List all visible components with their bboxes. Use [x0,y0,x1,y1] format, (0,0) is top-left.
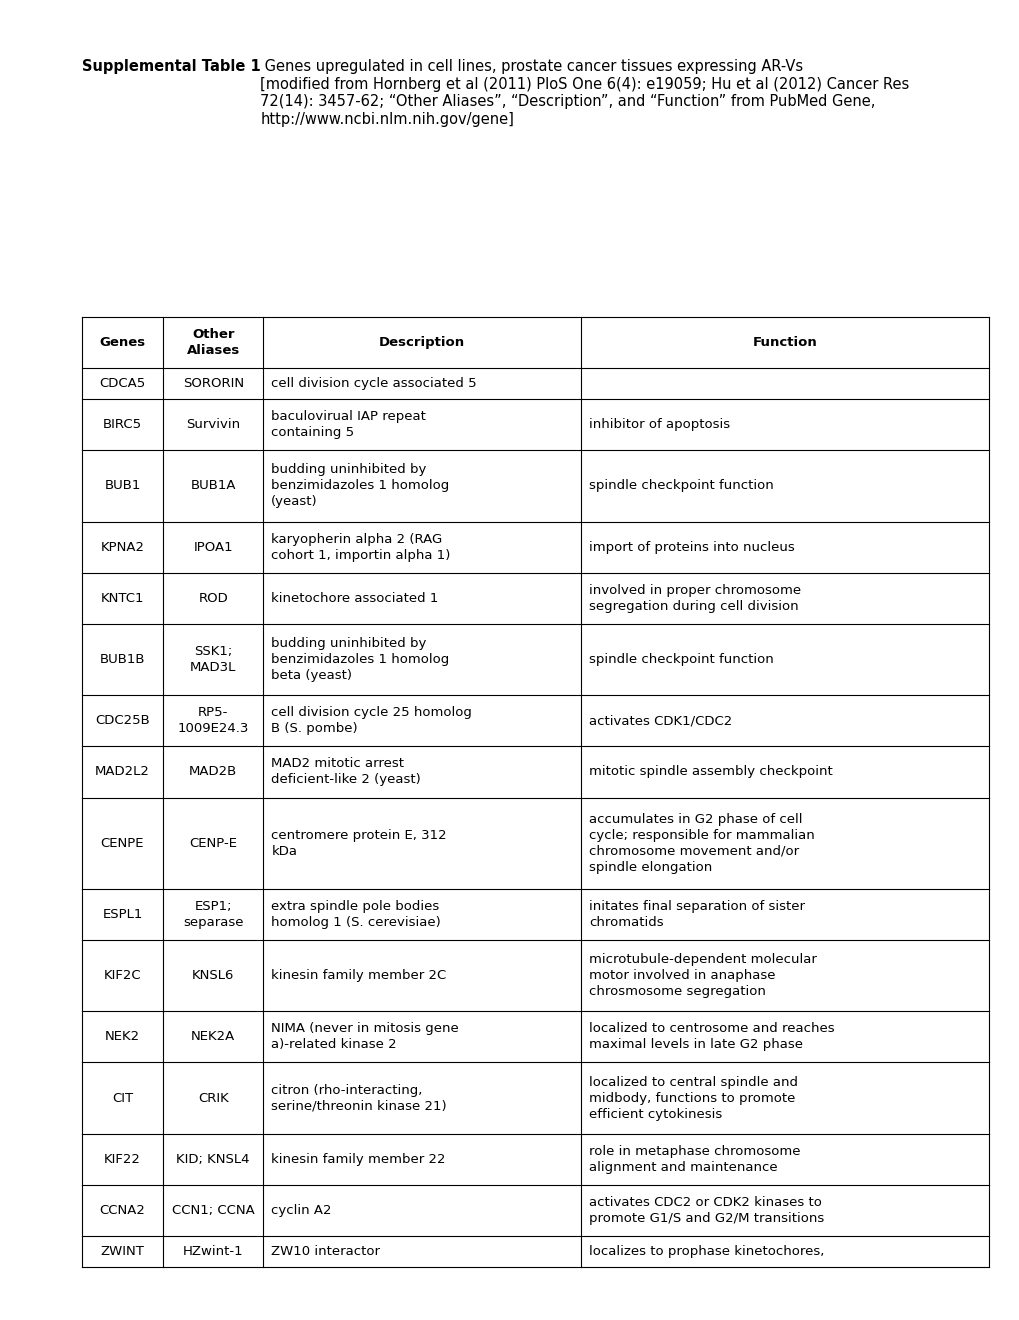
Text: Other
Aliases: Other Aliases [186,327,239,356]
Text: role in metaphase chromosome
alignment and maintenance: role in metaphase chromosome alignment a… [589,1144,800,1173]
Text: CENP-E: CENP-E [190,837,237,850]
Text: centromere protein E, 312
kDa: centromere protein E, 312 kDa [271,829,446,858]
Text: kinesin family member 2C: kinesin family member 2C [271,969,446,982]
Text: baculovirual IAP repeat
containing 5: baculovirual IAP repeat containing 5 [271,411,426,440]
Text: CENPE: CENPE [101,837,144,850]
Text: citron (rho-interacting,
serine/threonin kinase 21): citron (rho-interacting, serine/threonin… [271,1084,446,1113]
Text: activates CDC2 or CDK2 kinases to
promote G1/S and G2/M transitions: activates CDC2 or CDK2 kinases to promot… [589,1196,823,1225]
Text: Survivin: Survivin [186,418,240,432]
Text: KPNA2: KPNA2 [100,541,145,553]
Text: CCN1; CCNA: CCN1; CCNA [171,1204,255,1217]
Text: localized to central spindle and
midbody, functions to promote
efficient cytokin: localized to central spindle and midbody… [589,1076,797,1121]
Text: ZW10 interactor: ZW10 interactor [271,1245,380,1258]
Text: BUB1: BUB1 [104,479,141,492]
Text: SORORIN: SORORIN [182,378,244,389]
Text: BIRC5: BIRC5 [103,418,142,432]
Text: activates CDK1/CDC2: activates CDK1/CDC2 [589,714,732,727]
Text: ESPL1: ESPL1 [102,908,143,921]
Text: cyclin A2: cyclin A2 [271,1204,331,1217]
Text: microtubule-dependent molecular
motor involved in anaphase
chrosmosome segregati: microtubule-dependent molecular motor in… [589,953,816,998]
Text: ZWINT: ZWINT [101,1245,145,1258]
Text: cell division cycle associated 5: cell division cycle associated 5 [271,378,477,389]
Text: NIMA (never in mitosis gene
a)-related kinase 2: NIMA (never in mitosis gene a)-related k… [271,1023,459,1051]
Text: KNTC1: KNTC1 [101,591,144,605]
Text: mitotic spindle assembly checkpoint: mitotic spindle assembly checkpoint [589,766,832,779]
Text: RP5-
1009E24.3: RP5- 1009E24.3 [177,706,249,735]
Text: KIF2C: KIF2C [104,969,141,982]
Text: ESP1;
separase: ESP1; separase [182,900,244,929]
Text: cell division cycle 25 homolog
B (S. pombe): cell division cycle 25 homolog B (S. pom… [271,706,472,735]
Text: KID; KNSL4: KID; KNSL4 [176,1152,250,1166]
Text: MAD2B: MAD2B [189,766,237,779]
Text: Supplemental Table 1: Supplemental Table 1 [82,59,260,74]
Text: CIT: CIT [112,1092,132,1105]
Text: CCNA2: CCNA2 [100,1204,146,1217]
Text: NEK2A: NEK2A [191,1031,235,1043]
Text: accumulates in G2 phase of cell
cycle; responsible for mammalian
chromosome move: accumulates in G2 phase of cell cycle; r… [589,813,814,874]
Text: spindle checkpoint function: spindle checkpoint function [589,653,773,667]
Text: SSK1;
MAD3L: SSK1; MAD3L [190,645,236,675]
Text: extra spindle pole bodies
homolog 1 (S. cerevisiae): extra spindle pole bodies homolog 1 (S. … [271,900,440,929]
Text: CDCA5: CDCA5 [99,378,146,389]
Text: KNSL6: KNSL6 [192,969,234,982]
Text: IPOA1: IPOA1 [194,541,232,553]
Text: Genes upregulated in cell lines, prostate cancer tissues expressing AR-Vs
[modif: Genes upregulated in cell lines, prostat… [260,59,909,127]
Text: BUB1B: BUB1B [100,653,145,667]
Text: ROD: ROD [198,591,228,605]
Text: CDC25B: CDC25B [95,714,150,727]
Text: kinetochore associated 1: kinetochore associated 1 [271,591,438,605]
Text: CRIK: CRIK [198,1092,228,1105]
Text: MAD2L2: MAD2L2 [95,766,150,779]
Text: inhibitor of apoptosis: inhibitor of apoptosis [589,418,730,432]
Text: localizes to prophase kinetochores,: localizes to prophase kinetochores, [589,1245,823,1258]
Text: kinesin family member 22: kinesin family member 22 [271,1152,445,1166]
Text: budding uninhibited by
benzimidazoles 1 homolog
beta (yeast): budding uninhibited by benzimidazoles 1 … [271,638,449,682]
Text: Description: Description [379,335,465,348]
Text: Genes: Genes [99,335,146,348]
Text: spindle checkpoint function: spindle checkpoint function [589,479,773,492]
Text: localized to centrosome and reaches
maximal levels in late G2 phase: localized to centrosome and reaches maxi… [589,1023,834,1051]
Text: BUB1A: BUB1A [191,479,235,492]
Text: import of proteins into nucleus: import of proteins into nucleus [589,541,794,553]
Text: KIF22: KIF22 [104,1152,141,1166]
Text: Function: Function [752,335,816,348]
Text: MAD2 mitotic arrest
deficient-like 2 (yeast): MAD2 mitotic arrest deficient-like 2 (ye… [271,758,421,787]
Text: HZwint-1: HZwint-1 [182,1245,244,1258]
Text: karyopherin alpha 2 (RAG
cohort 1, importin alpha 1): karyopherin alpha 2 (RAG cohort 1, impor… [271,533,450,561]
Text: budding uninhibited by
benzimidazoles 1 homolog
(yeast): budding uninhibited by benzimidazoles 1 … [271,463,449,508]
Text: involved in proper chromosome
segregation during cell division: involved in proper chromosome segregatio… [589,583,800,612]
Text: NEK2: NEK2 [105,1031,140,1043]
Text: initates final separation of sister
chromatids: initates final separation of sister chro… [589,900,804,929]
